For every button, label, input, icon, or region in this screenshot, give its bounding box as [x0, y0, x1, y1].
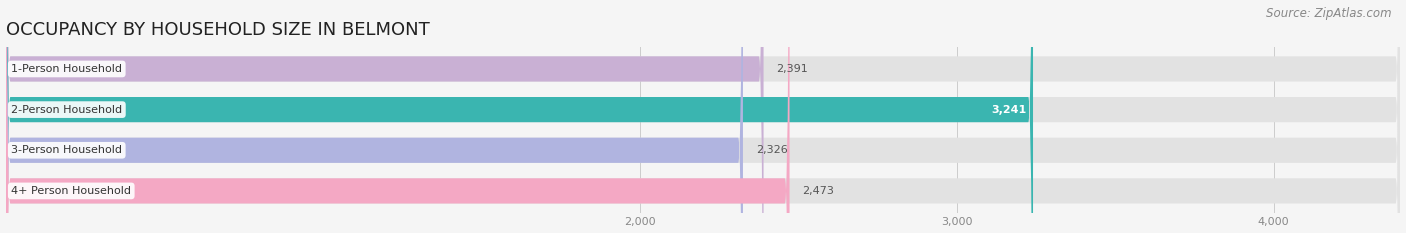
Text: 2-Person Household: 2-Person Household: [11, 105, 122, 115]
Text: 2,473: 2,473: [803, 186, 834, 196]
FancyBboxPatch shape: [6, 0, 1400, 233]
Text: Source: ZipAtlas.com: Source: ZipAtlas.com: [1267, 7, 1392, 20]
FancyBboxPatch shape: [6, 0, 1400, 233]
Text: 2,391: 2,391: [776, 64, 808, 74]
Text: 2,326: 2,326: [755, 145, 787, 155]
FancyBboxPatch shape: [6, 0, 742, 233]
Text: 4+ Person Household: 4+ Person Household: [11, 186, 131, 196]
FancyBboxPatch shape: [6, 0, 763, 233]
FancyBboxPatch shape: [6, 0, 1033, 233]
Text: 1-Person Household: 1-Person Household: [11, 64, 122, 74]
FancyBboxPatch shape: [6, 0, 790, 233]
Text: OCCUPANCY BY HOUSEHOLD SIZE IN BELMONT: OCCUPANCY BY HOUSEHOLD SIZE IN BELMONT: [6, 21, 429, 39]
FancyBboxPatch shape: [6, 0, 1400, 233]
Text: 3-Person Household: 3-Person Household: [11, 145, 122, 155]
Text: 3,241: 3,241: [991, 105, 1026, 115]
FancyBboxPatch shape: [6, 0, 1400, 233]
